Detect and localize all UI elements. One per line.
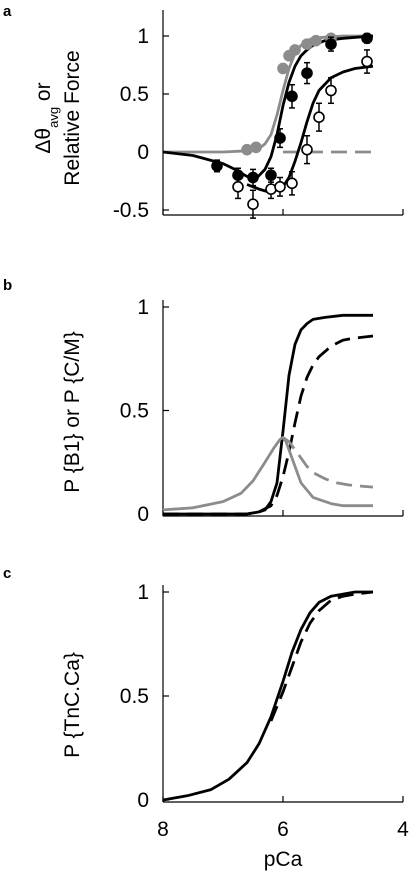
x-tick-label: 4 (397, 818, 409, 841)
data-point-open_circles (313, 111, 325, 123)
y-tick-label: 1 (137, 25, 149, 48)
data-point-open_circles (361, 55, 373, 68)
series-line-gray_dashed (282, 436, 374, 489)
data-point-black_filled (361, 32, 373, 45)
y-title-prefix: Δθ (32, 128, 55, 154)
data-point-gray_filled (310, 34, 322, 47)
series-line-solid (162, 590, 373, 802)
data-point-black_filled (211, 160, 223, 172)
y-tick-label: 1 (137, 581, 149, 604)
y-title-subscript: avg (46, 107, 61, 128)
y-tick-label: -0.5 (113, 199, 149, 222)
data-point-black_filled (265, 169, 277, 181)
panel-letter: c (3, 565, 11, 582)
series-line-black_fit (162, 34, 374, 181)
x-tick-label: 6 (277, 818, 289, 841)
y-tick-label: 0.5 (120, 83, 149, 106)
panel-b: b 0 0.5 1 (3, 277, 404, 526)
y-title-suffix: or (32, 82, 55, 107)
series-line-gray_fit (163, 34, 373, 154)
data-point-open_circles (286, 177, 298, 190)
y-tick-label: 0.5 (120, 685, 149, 708)
data-point-open_circles (232, 181, 244, 193)
y-axis-title-a-text2: Relative Force (61, 50, 84, 185)
y-tick-label: 0.5 (120, 400, 149, 423)
panel-letter: b (3, 277, 12, 294)
y-axis-title-a-line1: Δθavg or (32, 82, 61, 153)
data-point-black_filled (301, 67, 313, 79)
series-line-gray_solid (162, 436, 373, 512)
data-point-black_filled (274, 132, 286, 144)
y-tick-label: 0 (137, 789, 149, 812)
series-line-black_dashed (163, 334, 374, 516)
y-tick-label: 0 (137, 503, 149, 526)
y-tick-label: 1 (137, 296, 149, 319)
y-axis-title-a-line2: Relative Force (61, 50, 84, 185)
series-line-dashed (269, 590, 374, 722)
x-tick-label: 8 (157, 818, 169, 841)
y-axis-title-a-text1: Δθavg or (32, 82, 61, 153)
data-point-open_circles (274, 181, 286, 193)
data-point-open_circles (325, 84, 337, 97)
y-tick-label: 0 (137, 141, 149, 164)
data-point-gray_filled (277, 62, 289, 75)
data-point-open_circles (301, 143, 313, 156)
y-axis-title-text: P {B1} or P {C/M} (61, 331, 84, 493)
panel-letter: a (3, 3, 12, 20)
data-point-open_circles (247, 198, 259, 210)
panel-c: c 0 0.5 1 (3, 565, 404, 812)
y-axis-title-c: P {TnC.Ca} (61, 652, 84, 758)
data-point-black_filled (325, 38, 337, 50)
data-point-gray_filled (250, 141, 262, 154)
y-axis-title-text: P {TnC.Ca} (61, 652, 84, 758)
data-point-black_filled (247, 171, 259, 184)
panel-a: a -0.5 0 0.5 1 (3, 3, 404, 222)
data-point-gray_filled (289, 44, 301, 56)
x-axis-title: pCa (264, 848, 303, 871)
y-axis-title-b: P {B1} or P {C/M} (61, 331, 84, 493)
data-point-black_filled (286, 90, 298, 103)
